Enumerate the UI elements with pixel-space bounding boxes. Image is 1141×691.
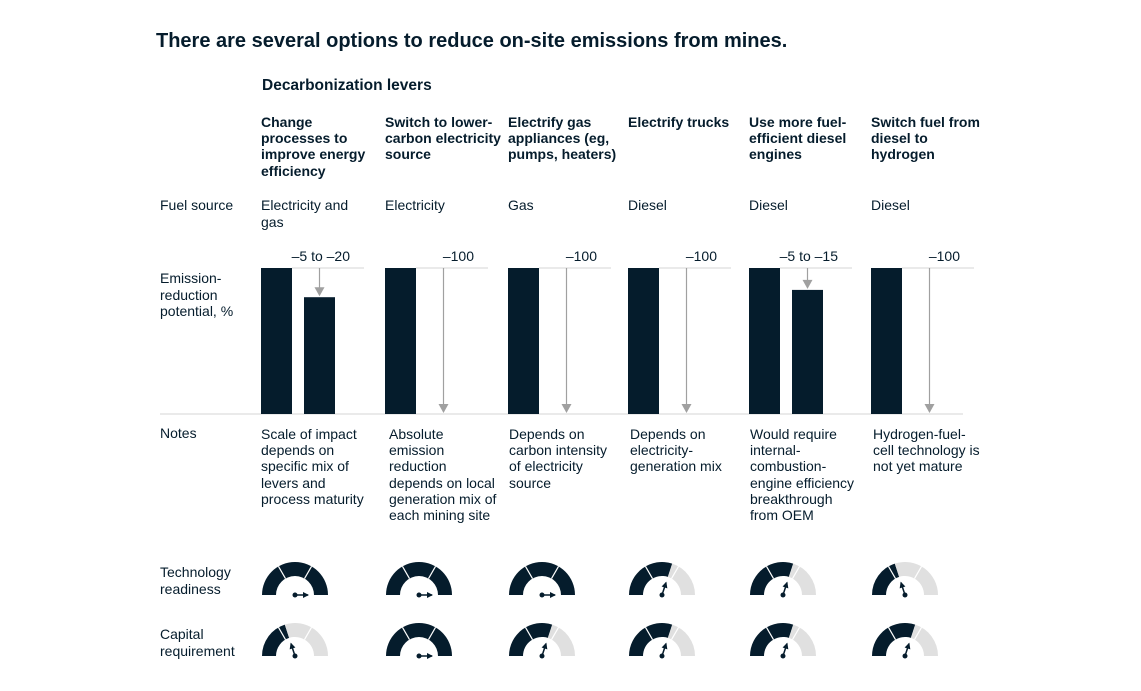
row-label-tech: Technology readiness [160, 564, 231, 597]
bar-baseline-100 [261, 268, 292, 414]
lever-fuel: Electricity [385, 197, 445, 213]
lever-fuel: Diesel [749, 197, 788, 213]
lever-note: Depends on electricity-generation mix [630, 426, 722, 475]
lever-header: Switch fuel from diesel to hydrogen [871, 114, 980, 163]
bar-baseline-100 [749, 268, 780, 414]
lever-fuel: Gas [508, 197, 534, 213]
lever-note: Scale of impact depends on specific mix … [261, 426, 364, 507]
tech-readiness-gauge [386, 562, 452, 598]
capital-requirement-gauge [262, 623, 328, 659]
lever-note: Hydrogen-fuel-cell technology is not yet… [873, 426, 980, 475]
capital-requirement-gauge [386, 623, 452, 659]
bar-baseline-100 [385, 268, 416, 414]
tech-readiness-gauge [262, 562, 328, 598]
capital-requirement-gauge [509, 623, 575, 659]
lever-note: Would require internal-combustion-engine… [750, 426, 855, 524]
capital-requirement-gauge [872, 623, 938, 659]
lever-header: Switch to lower-carbon electricity sourc… [385, 114, 501, 163]
reduction-arrowhead [561, 404, 572, 413]
row-label-fuel: Fuel source [160, 197, 234, 213]
row-label-emission: Emission-reduction potential, % [160, 270, 234, 319]
tech-readiness-gauge [872, 561, 938, 598]
lever-header: Change processes to improve energy effic… [261, 114, 366, 179]
value-label: –100 [565, 248, 597, 264]
lever-fuel: Electricity and gas [261, 197, 349, 230]
row-label-capital: Capital requirement [160, 626, 235, 659]
value-label: –5 to –20 [291, 248, 350, 264]
lever-note: Absolute emission reduction depends on l… [389, 426, 497, 524]
lever-header: Use more fuel-efficient diesel engines [749, 114, 847, 163]
lever-fuel: Diesel [871, 197, 910, 213]
tech-readiness-gauge [750, 561, 816, 598]
reduction-arrowhead [802, 279, 813, 289]
tech-readiness-gauge [629, 561, 695, 598]
reduction-arrowhead [924, 404, 935, 413]
lever-header: Electrify gas appliances (eg, pumps, hea… [508, 114, 617, 163]
value-label: –100 [442, 248, 474, 264]
bar-after-reduction [304, 297, 335, 414]
value-label: –100 [685, 248, 717, 264]
value-label: –5 to –15 [779, 248, 838, 264]
bar-baseline-100 [871, 268, 902, 414]
tech-readiness-gauge [509, 562, 575, 598]
capital-requirement-gauge [629, 623, 695, 659]
section-subtitle: Decarbonization levers [262, 77, 432, 94]
reduction-arrowhead [438, 404, 449, 413]
lever-header: Electrify trucks [628, 114, 730, 130]
row-label-notes: Notes [160, 425, 197, 441]
page-title: There are several options to reduce on-s… [156, 30, 788, 52]
reduction-arrowhead [314, 287, 325, 297]
value-label: –100 [928, 248, 960, 264]
reduction-arrowhead [681, 404, 692, 413]
lever-fuel: Diesel [628, 197, 667, 213]
bar-after-reduction [792, 289, 823, 414]
lever-note: Depends on carbon intensity of electrici… [509, 426, 608, 491]
bar-baseline-100 [628, 268, 659, 414]
capital-requirement-gauge [750, 623, 816, 659]
bar-baseline-100 [508, 268, 539, 414]
